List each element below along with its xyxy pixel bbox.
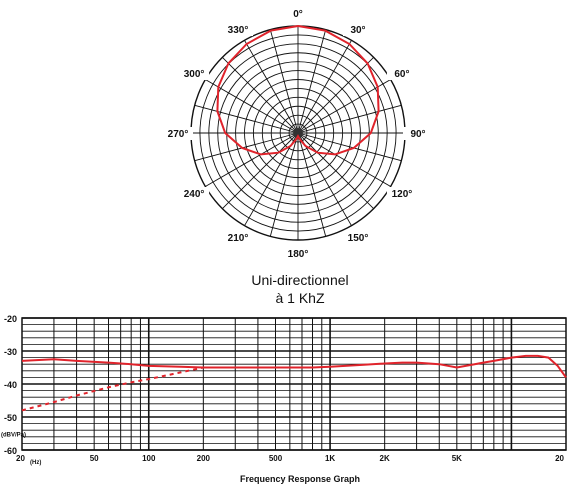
polar-spoke — [222, 57, 299, 134]
angle-label-bg — [179, 67, 210, 80]
angle-label: 150° — [348, 233, 369, 244]
polar-spoke — [297, 132, 352, 226]
angle-label-bg — [386, 67, 417, 80]
angle-label: 210° — [228, 233, 249, 244]
frequency-chart-title: Frequency Response Graph — [239, 474, 361, 484]
angle-label: 120° — [392, 189, 413, 200]
x-tick-label: 50 — [90, 454, 99, 463]
polar-center — [293, 128, 303, 138]
polar-spoke — [269, 132, 299, 237]
x-tick-label: 100 — [142, 454, 156, 463]
x-tick-label: 20 — [16, 454, 25, 463]
angle-label: 270° — [168, 129, 189, 140]
polar-pattern-chart: 0° 30° 60° 90° 120° 150° 180° 210° 240° 270° 300° 3… — [163, 7, 433, 260]
frequency-response-curve — [21, 354, 567, 378]
angle-label-bg — [403, 127, 433, 140]
angle-label: 240° — [184, 189, 205, 200]
angle-label-bg — [343, 23, 373, 37]
y-tick-label: -30 — [4, 347, 17, 357]
polar-spoke — [205, 79, 299, 134]
angle-label: 30° — [350, 25, 365, 36]
y-tick-label: -60 — [4, 446, 17, 456]
polar-title-line2: à 1 KhZ — [275, 290, 325, 306]
polar-spoke — [297, 79, 391, 134]
polar-spoke — [297, 104, 402, 134]
x-tick-label: 20 — [555, 454, 564, 463]
polar-spoke — [244, 40, 299, 134]
angle-label-bg — [386, 187, 417, 200]
x-tick-label: 500 — [269, 454, 283, 463]
angle-label: 300° — [184, 69, 205, 80]
y-axis-unit: (dBV/Pa) — [1, 433, 26, 439]
y-tick-label: -40 — [4, 380, 17, 390]
angle-label-bg — [179, 187, 210, 200]
x-tick-label: 5K — [452, 454, 462, 463]
polar-spoke — [205, 132, 299, 187]
angle-label-bg — [283, 7, 313, 20]
y-tick-label: -20 — [4, 314, 17, 324]
angle-label-bg — [283, 247, 313, 260]
angle-label: 60° — [394, 69, 409, 80]
polar-spoke — [297, 132, 327, 237]
angle-label-bg — [223, 230, 253, 244]
angle-label: 180° — [288, 249, 309, 260]
polar-spoke — [269, 29, 299, 134]
polar-pattern-curve — [216, 24, 380, 156]
x-tick-label: 2K — [380, 454, 390, 463]
angle-label-bg — [163, 127, 193, 140]
polar-spoke — [297, 57, 374, 134]
angle-label: 330° — [228, 25, 249, 36]
frequency-response-chart: -20 -30 -40 -50 -60 (dBV/Pa) 20 50 100 200 500 1K 2K… — [1, 314, 567, 466]
angle-label: 90° — [410, 129, 425, 140]
polar-spoke — [244, 132, 299, 226]
y-tick-label: -50 — [4, 413, 17, 423]
polar-spoke — [297, 132, 391, 187]
x-axis-unit: (Hz) — [30, 460, 41, 466]
angle-label: 0° — [293, 9, 303, 20]
polar-title-line1: Uni-directionnel — [251, 272, 349, 288]
polar-spoke — [194, 104, 299, 134]
angle-label-bg — [223, 23, 253, 37]
polar-spoke — [222, 132, 299, 209]
polar-spoke — [297, 132, 402, 162]
angle-label-bg — [343, 230, 373, 244]
polar-spoke — [297, 29, 327, 134]
x-tick-label: 200 — [197, 454, 211, 463]
x-tick-label: 1K — [325, 454, 335, 463]
polar-spoke — [297, 40, 352, 134]
polar-spoke — [297, 132, 374, 209]
polar-spoke — [194, 132, 299, 162]
